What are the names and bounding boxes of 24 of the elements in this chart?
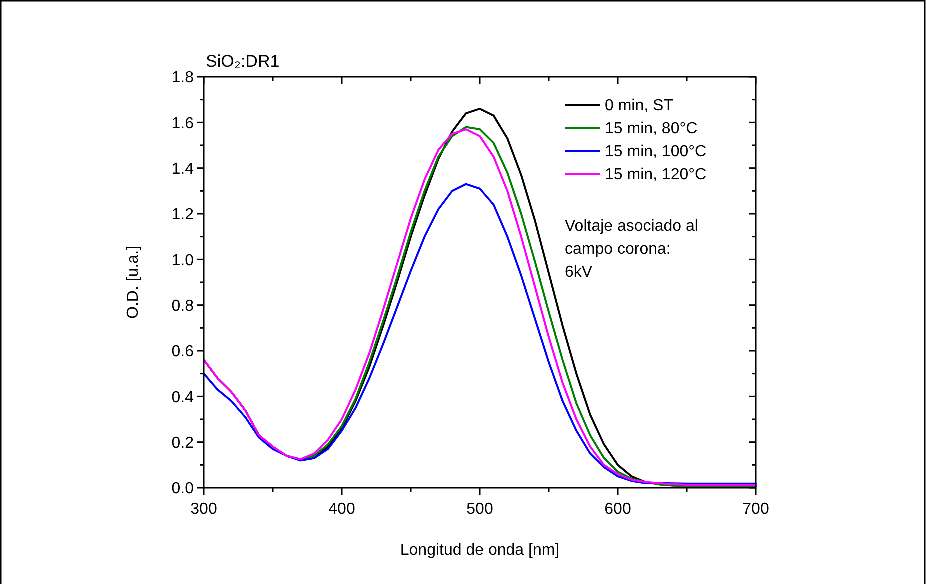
y-tick-label: 1.6 bbox=[172, 115, 194, 132]
x-tick-label: 700 bbox=[742, 501, 770, 518]
x-tick-label: 300 bbox=[190, 501, 218, 518]
y-tick-label: 0.4 bbox=[172, 389, 194, 406]
line-series bbox=[203, 183, 757, 485]
x-axis-title: Longitud de onda [nm] bbox=[400, 542, 560, 559]
y-tick-label: 0.0 bbox=[172, 480, 194, 498]
legend-label: 15 min, 120°C bbox=[605, 166, 707, 184]
y-tick-label: 0.8 bbox=[172, 298, 194, 315]
chart-title: SiO₂:DR1 bbox=[206, 52, 280, 71]
y-tick-label: 0.6 bbox=[172, 344, 194, 361]
x-tick-label: 500 bbox=[466, 501, 494, 518]
y-tick-label: 1.0 bbox=[172, 252, 194, 270]
legend-label: 0 min, ST bbox=[605, 98, 674, 115]
y-axis-title: O.D. [u.a.] bbox=[125, 246, 142, 319]
y-tick-label: 1.2 bbox=[172, 206, 194, 224]
legend-label: 15 min, 100°C bbox=[605, 144, 707, 161]
y-tick-label: 1.8 bbox=[172, 70, 194, 87]
y-tick-label: 1.4 bbox=[172, 160, 194, 178]
annotation: Voltaje asociado al campo corona: 6kV bbox=[565, 218, 698, 281]
y-tick-label: 0.2 bbox=[172, 434, 194, 452]
x-tick-label: 600 bbox=[604, 501, 632, 518]
x-tick-label: 400 bbox=[328, 501, 356, 518]
legend-label: 15 min, 80°C bbox=[605, 120, 698, 138]
